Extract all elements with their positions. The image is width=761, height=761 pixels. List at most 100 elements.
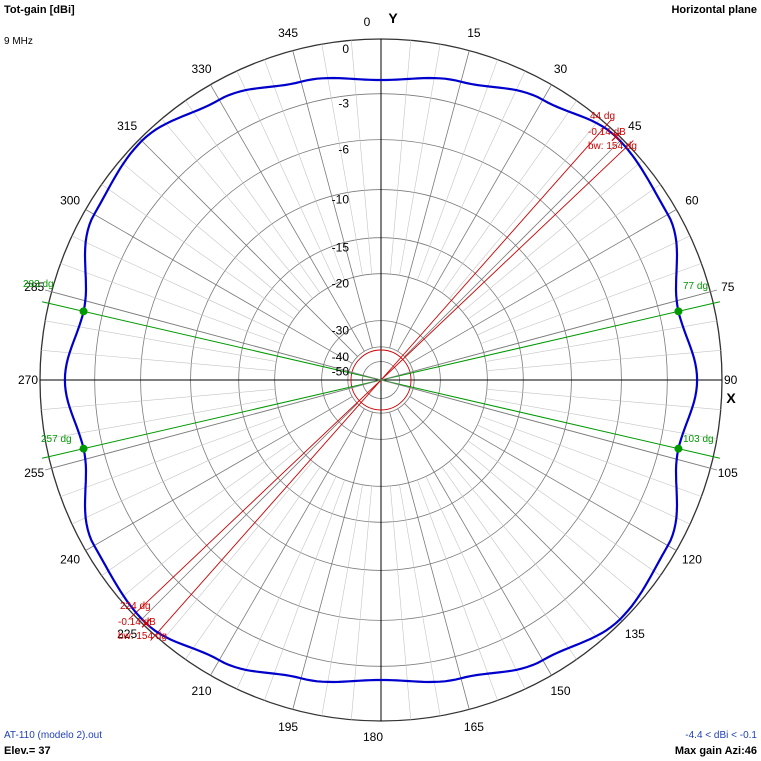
angle-label-315: 315 — [117, 119, 137, 133]
minor-spoke — [236, 70, 337, 284]
minor-spoke — [462, 160, 643, 312]
minor-spoke — [486, 349, 721, 372]
minor-spoke — [321, 484, 363, 716]
half-power-label-283: 283 dg — [23, 279, 54, 290]
half-power-point-257 — [79, 444, 88, 453]
minor-spoke — [441, 466, 577, 660]
minor-spoke — [71, 424, 285, 525]
minor-spoke — [45, 320, 277, 362]
max-lobe-gain-label-44: -0.14 dB — [588, 127, 626, 138]
max-lobe-bw-label-224: bw: 154 dg — [118, 631, 167, 642]
max-lobe-azimuth-label-224: 224 dg — [120, 601, 151, 612]
minor-spoke — [480, 263, 702, 344]
minor-spoke — [101, 184, 295, 320]
radial-label-6: -30 — [332, 324, 350, 338]
minor-spoke — [161, 461, 313, 642]
minor-spoke — [467, 440, 661, 576]
minor-spoke — [480, 416, 702, 497]
minor-spoke — [467, 184, 661, 320]
max-lobe-marker-224 — [141, 618, 151, 628]
radial-label-5: -20 — [332, 277, 350, 291]
minor-spoke — [60, 416, 282, 497]
minor-spoke — [45, 398, 277, 440]
angle-label-135: 135 — [625, 627, 645, 641]
spoke-195 — [292, 411, 373, 710]
spoke-150 — [397, 408, 552, 676]
angle-label-60: 60 — [685, 194, 699, 208]
angle-label-105: 105 — [718, 466, 738, 480]
minor-spoke — [425, 70, 526, 284]
max-lobe-azimuth-label-44: 44 dg — [590, 111, 615, 122]
gain-range: -4.4 < dBi < -0.1 — [685, 730, 757, 741]
radial-label-4: -15 — [332, 241, 350, 255]
minor-spoke — [399, 484, 441, 716]
x-axis-name: X — [726, 390, 736, 406]
minor-spoke — [236, 476, 337, 690]
angle-label-165: 165 — [464, 720, 484, 734]
spoke-315 — [139, 138, 358, 357]
spoke-330 — [210, 84, 365, 352]
minor-spoke — [185, 100, 321, 294]
half-power-ref-line — [44, 289, 382, 381]
minor-spoke — [185, 466, 321, 660]
max-gain-label: Max gain Azi:46 — [674, 745, 757, 757]
spoke-15 — [389, 50, 470, 349]
half-power-line-77 — [380, 301, 721, 381]
radial-label-1: -3 — [338, 97, 349, 111]
angle-label-180: 180 — [363, 730, 383, 744]
minor-spoke — [161, 118, 313, 299]
spoke-30 — [397, 84, 552, 352]
max-lobe-bw-label-44: bw: 154 dg — [588, 141, 637, 152]
spoke-345 — [292, 50, 373, 349]
spoke-210 — [210, 408, 365, 676]
gain-pattern — [63, 76, 699, 684]
minor-spoke — [485, 398, 717, 440]
half-power-point-77 — [674, 307, 683, 316]
spoke-165 — [389, 411, 470, 710]
spoke-45 — [404, 138, 623, 357]
half-power-point-103 — [674, 444, 683, 453]
minor-spoke — [399, 44, 441, 276]
minor-spoke — [41, 349, 276, 372]
plane-label: Horizontal plane — [671, 4, 757, 16]
angle-label-195: 195 — [278, 720, 298, 734]
half-power-ref-line — [380, 289, 718, 381]
pattern-markers — [41, 119, 721, 641]
angle-label-45: 45 — [628, 119, 642, 133]
half-power-label-77: 77 dg — [683, 281, 708, 292]
minor-spoke — [477, 424, 691, 525]
angle-label-345: 345 — [278, 26, 298, 40]
angle-label-150: 150 — [550, 684, 570, 698]
half-power-line-103 — [380, 379, 721, 459]
gain-pattern-line — [63, 76, 699, 684]
minor-spoke — [486, 388, 721, 411]
angle-label-240: 240 — [60, 553, 80, 567]
radial-label-2: -6 — [338, 143, 349, 157]
minor-spoke — [119, 160, 300, 312]
angle-label-120: 120 — [682, 553, 702, 567]
half-power-label-103: 103 dg — [683, 434, 714, 445]
frequency-label: 9 MHz — [4, 36, 33, 47]
max-lobe-marker-44 — [611, 132, 621, 142]
minor-spoke — [425, 476, 526, 690]
angle-label-210: 210 — [191, 684, 211, 698]
angle-label-75: 75 — [721, 280, 735, 294]
radial-label-0: 0 — [342, 42, 349, 56]
half-power-line-257 — [41, 379, 382, 459]
max-lobe-gain-label-224: -0.14 dB — [118, 617, 156, 628]
angle-label-225: 225 — [117, 627, 137, 641]
minor-spoke — [441, 100, 577, 294]
elevation-label: Elev.= 37 — [4, 745, 51, 757]
minor-spoke — [485, 320, 717, 362]
angle-label-15: 15 — [467, 26, 481, 40]
spoke-60 — [409, 209, 677, 364]
spoke-240 — [85, 396, 353, 551]
minor-spoke — [417, 59, 498, 281]
angle-label-0: 0 — [364, 15, 371, 29]
spoke-300 — [85, 209, 353, 364]
file-name: AT-110 (modelo 2).out — [4, 730, 103, 741]
polar-labels: 0 15 30 45 60 75 90 105 120 135 150 165 180 195 210 225… — [18, 10, 738, 744]
minor-spoke — [264, 479, 345, 701]
half-power-point-283 — [79, 307, 88, 316]
